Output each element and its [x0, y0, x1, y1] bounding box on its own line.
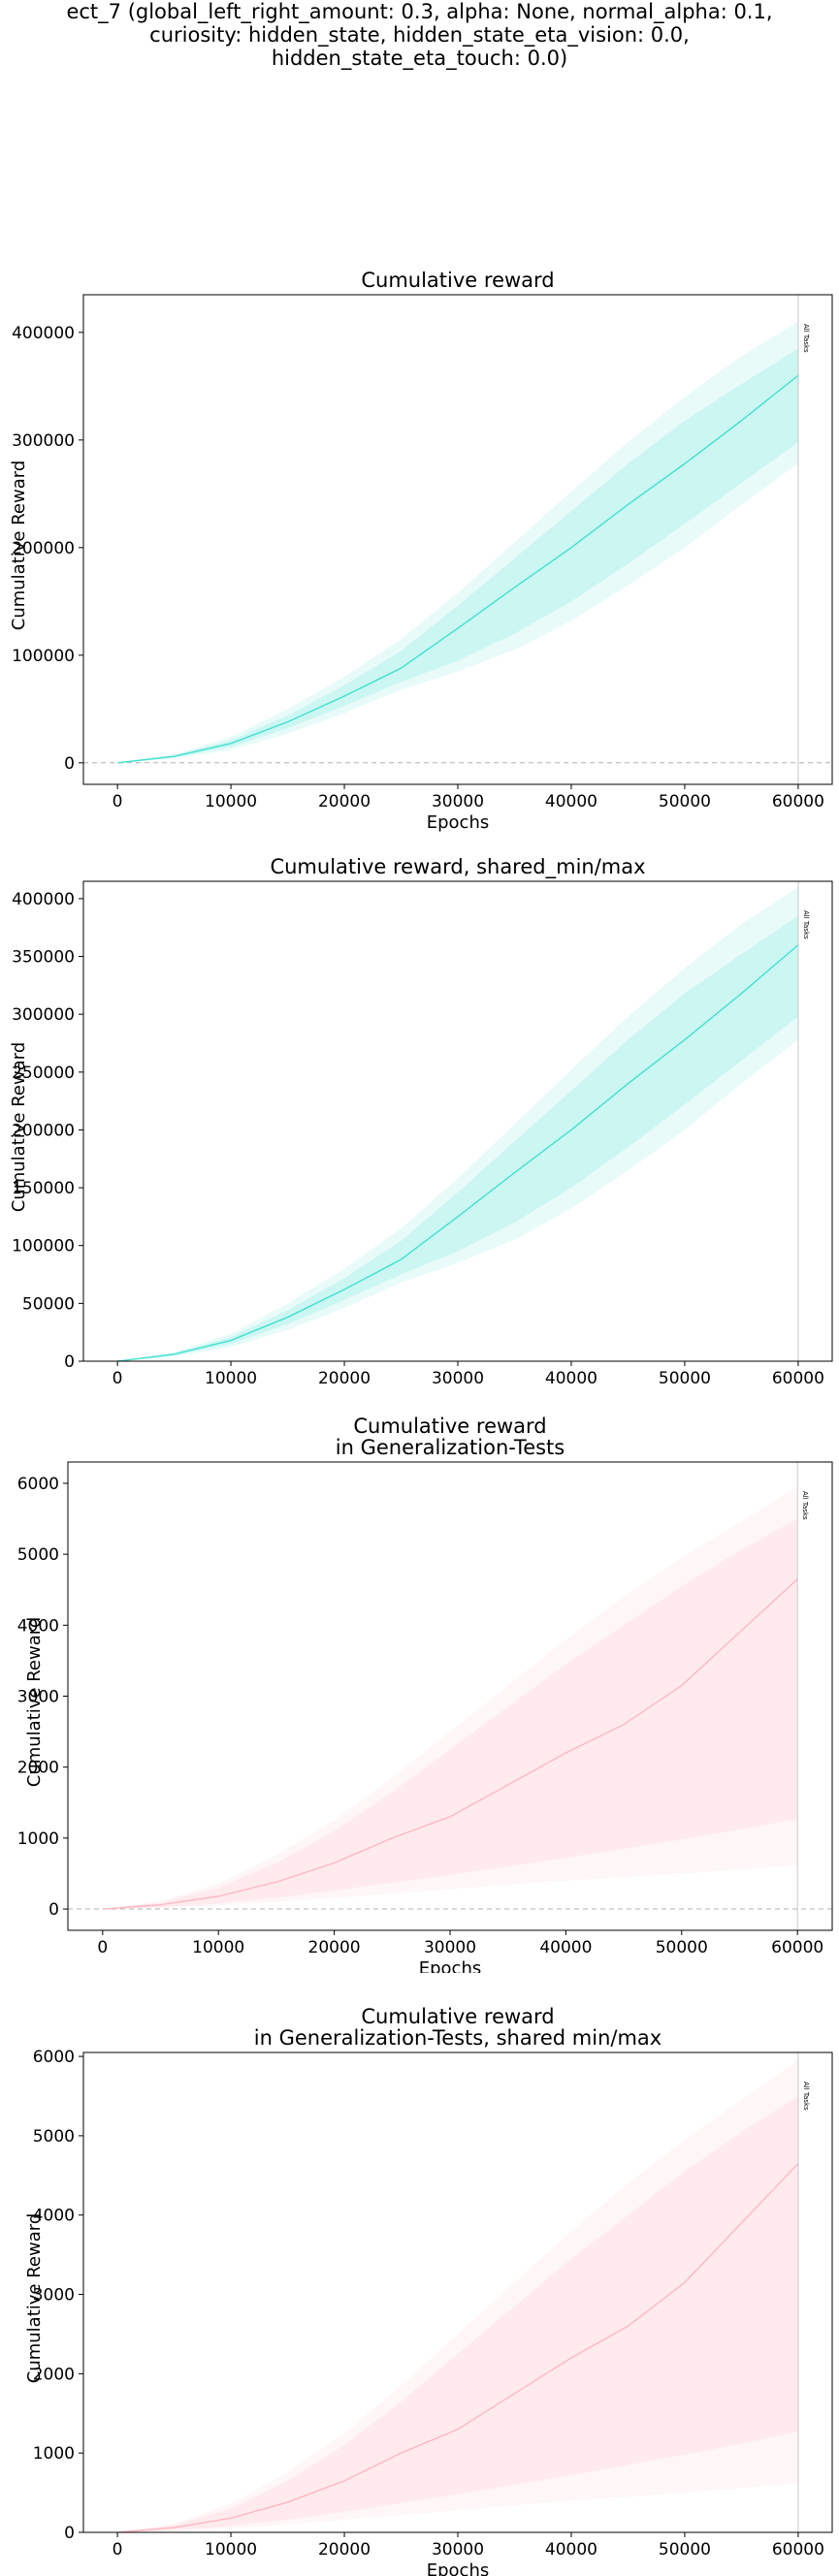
chart-title: Cumulative reward [361, 2005, 554, 2028]
y-tick-label: 250000 [12, 1064, 75, 1083]
chart-title: in Generalization-Tests [336, 1436, 565, 1459]
chart-title: Cumulative reward [353, 1415, 546, 1438]
x-tick-label: 50000 [659, 1369, 711, 1388]
x-tick-label: 10000 [205, 1369, 257, 1388]
y-axis-label: Cumulative Reward [24, 2213, 45, 2384]
y-tick-label: 400000 [12, 890, 75, 909]
x-tick-label: 50000 [659, 2540, 711, 2560]
y-tick-label: 6000 [33, 2048, 75, 2067]
y-tick-label: 5000 [17, 1545, 59, 1565]
plot-area [68, 1486, 832, 1910]
suptitle-line: ect_7 (global_left_right_amount: 0.3, al… [66, 0, 773, 23]
y-tick-label: 0 [48, 1900, 59, 1920]
y-tick-label: 50000 [22, 1294, 75, 1314]
x-tick-label: 0 [113, 2540, 123, 2560]
y-tick-label: 400000 [12, 324, 75, 343]
x-tick-label: 10000 [205, 792, 257, 811]
task-marker-label: All Tasks [801, 1491, 809, 1520]
y-tick-label: 300000 [12, 431, 75, 451]
y-tick-label: 1000 [17, 1829, 59, 1849]
y-tick-label: 300000 [12, 1005, 75, 1025]
x-tick-label: 50000 [656, 1938, 708, 1957]
y-tick-label: 0 [64, 2524, 75, 2543]
x-tick-label: 20000 [318, 792, 371, 811]
x-tick-label: 30000 [432, 1369, 484, 1388]
x-tick-label: 0 [113, 792, 123, 811]
suptitle-line: hidden_state_eta_touch: 0.0) [271, 47, 568, 70]
x-tick-label: 20000 [318, 2540, 371, 2560]
chart-title: Cumulative reward [361, 271, 554, 292]
y-tick-label: 100000 [12, 1237, 75, 1256]
y-tick-label: 5000 [33, 2127, 75, 2147]
x-tick-label: 20000 [308, 1938, 361, 1957]
task-marker-label: All Tasks [802, 910, 810, 939]
y-tick-label: 4000 [17, 1616, 59, 1636]
y-axis-label: Cumulative Reward [24, 1617, 45, 1788]
x-tick-label: 0 [97, 1938, 108, 1957]
x-tick-label: 30000 [432, 792, 484, 811]
x-tick-label: 30000 [432, 2540, 484, 2560]
series-line [117, 2163, 799, 2532]
y-tick-label: 1000 [33, 2444, 75, 2464]
series-line [117, 944, 799, 1361]
x-axis-label: Epochs [427, 1389, 490, 1391]
x-tick-label: 10000 [205, 2540, 257, 2560]
y-tick-label: 100000 [12, 647, 75, 666]
x-tick-label: 40000 [545, 1369, 597, 1388]
y-tick-label: 200000 [12, 539, 75, 558]
x-tick-label: 40000 [539, 1938, 592, 1957]
x-axis-label: Epochs [419, 1958, 482, 1973]
x-tick-label: 10000 [192, 1938, 244, 1957]
y-tick-label: 4000 [33, 2207, 75, 2226]
y-tick-label: 0 [64, 1352, 75, 1372]
series-inner-band [117, 2096, 798, 2532]
y-tick-label: 3000 [17, 1688, 59, 1707]
x-tick-label: 30000 [424, 1938, 476, 1957]
series-inner-band [102, 1518, 798, 1910]
y-tick-label: 200000 [12, 1121, 75, 1140]
y-tick-label: 3000 [33, 2286, 75, 2306]
y-axis-label: Cumulative Reward [9, 461, 29, 631]
y-tick-label: 350000 [12, 948, 75, 968]
cumulative-reward-chart: Cumulative reward All Tasks 0 10000 20000 300… [9, 271, 833, 833]
y-tick-label: 150000 [12, 1179, 75, 1198]
cumulative-reward-shared-chart: Cumulative reward, shared_min/max All Tas… [9, 858, 833, 1391]
series-outer-band [117, 2060, 798, 2532]
x-tick-label: 40000 [545, 2540, 597, 2560]
x-tick-label: 50000 [659, 792, 711, 811]
x-tick-label: 60000 [772, 792, 824, 811]
x-tick-label: 40000 [545, 792, 597, 811]
y-axis-label: Cumulative Reward [9, 1042, 29, 1213]
x-tick-label: 60000 [772, 1369, 824, 1388]
x-axis-label: Epochs [427, 812, 490, 833]
chart-title: in Generalization-Tests, shared min/max [254, 2026, 662, 2050]
plot-area [117, 886, 799, 1361]
x-axis-label: Epochs [427, 2560, 490, 2576]
y-tick-label: 2000 [33, 2365, 75, 2384]
axes-frame [82, 294, 833, 785]
y-tick-label: 6000 [17, 1475, 59, 1494]
series-outer-band [102, 1486, 798, 1910]
series-outer-band [117, 321, 798, 763]
x-tick-label: 60000 [772, 2540, 824, 2560]
task-marker-label: All Tasks [802, 324, 810, 353]
plot-area [83, 321, 832, 764]
x-tick-label: 60000 [771, 1938, 823, 1957]
plot-area [117, 2060, 799, 2532]
y-tick-label: 0 [64, 754, 75, 774]
series-outer-band [117, 886, 798, 1361]
series-line [102, 1578, 798, 1910]
suptitle-line: curiosity: hidden_state, hidden_state_et… [149, 23, 690, 47]
task-marker-label: All Tasks [802, 2082, 810, 2111]
y-tick-label: 2000 [17, 1759, 59, 1778]
chart-title: Cumulative reward, shared_min/max [270, 858, 645, 879]
x-tick-label: 20000 [318, 1369, 371, 1388]
x-tick-label: 0 [113, 1369, 123, 1388]
figure-suptitle: ect_7 (global_left_right_amount: 0.3, al… [0, 0, 839, 70]
series-line [117, 374, 799, 764]
